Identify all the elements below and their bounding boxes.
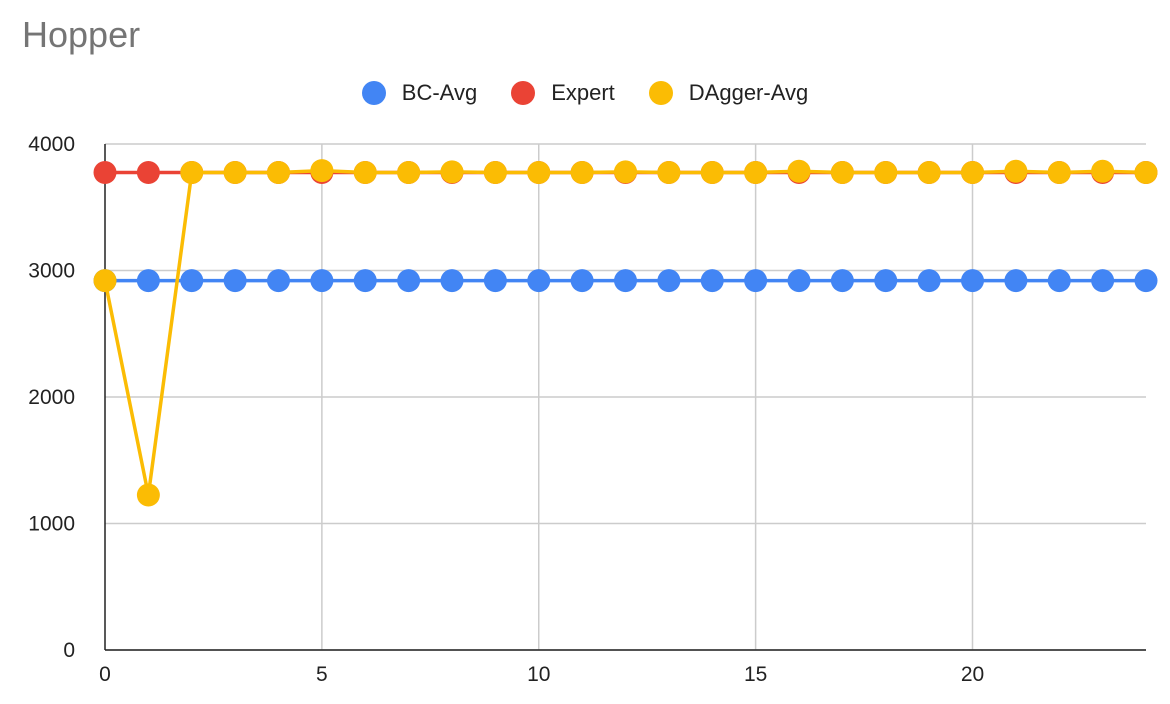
y-tick-label: 4000: [28, 133, 75, 156]
data-point-bc-avg: [1091, 269, 1115, 293]
data-point-dagger-avg: [440, 160, 464, 184]
data-point-bc-avg: [1047, 269, 1071, 293]
data-point-bc-avg: [180, 269, 204, 293]
data-point-bc-avg: [483, 269, 507, 293]
data-point-bc-avg: [961, 269, 984, 293]
data-point-bc-avg: [917, 269, 941, 293]
data-point-bc-avg: [830, 269, 854, 293]
data-point-dagger-avg: [483, 160, 507, 184]
data-point-dagger-avg: [267, 160, 290, 184]
data-point-dagger-avg: [614, 160, 637, 184]
data-point-dagger-avg: [223, 160, 247, 184]
data-point-dagger-avg: [570, 160, 594, 184]
data-point-expert: [136, 160, 160, 184]
data-point-dagger-avg: [874, 160, 898, 184]
data-point-bc-avg: [570, 269, 594, 293]
data-point-bc-avg: [353, 269, 377, 293]
legend-swatch-bc-avg: [361, 81, 386, 105]
data-point-bc-avg: [787, 269, 811, 293]
y-tick-label: 3000: [28, 260, 75, 283]
y-tick-label: 0: [63, 639, 75, 662]
legend-label-dagger-avg: DAgger-Avg: [688, 80, 809, 105]
data-point-dagger-avg: [310, 159, 334, 183]
data-point-bc-avg: [874, 269, 898, 293]
x-tick-label: 15: [744, 663, 767, 686]
data-point-dagger-avg: [700, 160, 724, 184]
data-point-dagger-avg: [397, 160, 421, 184]
legend-swatch-dagger-avg: [648, 81, 673, 105]
data-point-dagger-avg: [787, 159, 811, 183]
legend-label-expert: Expert: [551, 80, 615, 105]
data-point-dagger-avg: [1091, 159, 1115, 183]
data-point-dagger-avg: [353, 160, 377, 184]
x-tick-label: 20: [961, 663, 984, 686]
data-point-bc-avg: [397, 269, 421, 293]
legend-item-expert[interactable]: Expert: [511, 80, 615, 106]
data-point-expert: [93, 160, 117, 184]
legend-item-dagger-avg[interactable]: DAgger-Avg: [648, 80, 809, 106]
legend-item-bc-avg[interactable]: BC-Avg: [361, 80, 478, 106]
data-point-dagger-avg: [1047, 160, 1071, 184]
data-point-bc-avg: [136, 269, 160, 293]
data-point-dagger-avg: [180, 160, 204, 184]
x-tick-label: 0: [99, 663, 111, 686]
data-point-bc-avg: [657, 269, 681, 293]
data-point-dagger-avg: [917, 160, 941, 184]
x-tick-label: 10: [527, 663, 550, 686]
data-point-bc-avg: [700, 269, 724, 293]
data-point-bc-avg: [744, 269, 768, 293]
chart-title: Hopper: [22, 14, 141, 55]
legend: BC-Avg Expert DAgger-Avg: [0, 80, 1170, 106]
data-point-bc-avg: [614, 269, 637, 293]
data-point-dagger-avg: [527, 160, 551, 184]
legend-swatch-expert: [511, 81, 536, 105]
data-point-bc-avg: [223, 269, 247, 293]
legend-label-bc-avg: BC-Avg: [401, 80, 478, 105]
x-tick-label: 5: [316, 663, 328, 686]
y-tick-label: 2000: [28, 386, 75, 409]
data-point-bc-avg: [310, 269, 334, 293]
data-point-dagger-avg: [830, 160, 854, 184]
data-point-dagger-avg: [1134, 160, 1158, 184]
data-point-bc-avg: [267, 269, 290, 293]
data-point-bc-avg: [527, 269, 551, 293]
data-point-dagger-avg: [1004, 159, 1028, 183]
series-line-dagger-avg: [103, 168, 1147, 497]
data-point-dagger-avg: [93, 269, 117, 293]
data-point-bc-avg: [1004, 269, 1028, 293]
data-point-dagger-avg: [657, 160, 681, 184]
data-point-bc-avg: [440, 269, 464, 293]
y-tick-label: 1000: [28, 513, 75, 536]
data-point-dagger-avg: [136, 483, 160, 507]
data-point-dagger-avg: [744, 160, 768, 184]
data-point-bc-avg: [1134, 269, 1158, 293]
data-point-dagger-avg: [961, 160, 984, 184]
